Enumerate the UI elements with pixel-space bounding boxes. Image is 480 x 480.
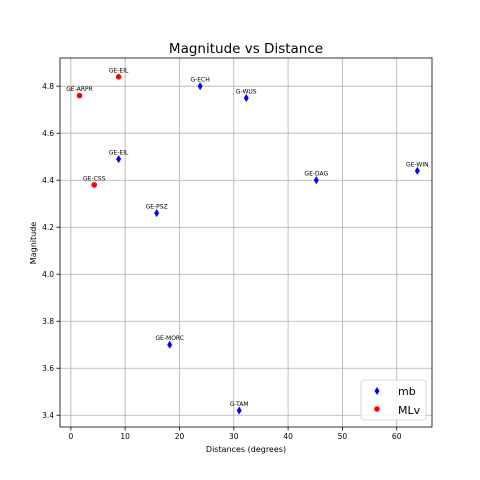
point-label: GE-DAG: [304, 171, 328, 178]
data-point: [313, 176, 319, 185]
y-tick-label: 4.6: [42, 129, 54, 138]
data-point: [414, 166, 420, 175]
data-point: [197, 82, 203, 91]
data-point: [236, 406, 242, 415]
x-tick-label: 60: [392, 432, 402, 441]
y-tick-label: 3.4: [42, 411, 54, 420]
point-label: GE-WIN: [406, 161, 429, 168]
data-point: [115, 74, 122, 80]
data-point: [243, 93, 249, 102]
point-label: GE-ARPR: [66, 86, 93, 93]
point-label: GE-MORC: [155, 335, 184, 342]
point-label: GE-EIL: [109, 150, 129, 157]
x-tick-label: 10: [120, 432, 130, 441]
y-tick-label: 4.4: [42, 176, 54, 185]
y-tick-label: 3.6: [42, 364, 54, 373]
x-axis-label: Distances (degrees): [206, 445, 286, 454]
x-tick-label: 0: [68, 432, 73, 441]
y-tick-label: 4.2: [42, 223, 54, 232]
point-label: G-TAM: [230, 401, 249, 408]
grid: [56, 58, 432, 431]
data-point: [167, 340, 173, 349]
point-label: GE-EIL: [109, 67, 129, 74]
x-tick-label: 50: [338, 432, 348, 441]
legend: mb MLv: [360, 379, 427, 421]
chart-title: Magnitude vs Distance: [169, 41, 323, 57]
point-label: G-WUS: [236, 88, 257, 95]
data-point: [91, 182, 98, 188]
y-tick-label: 4.8: [42, 82, 54, 91]
legend-marker-mlv: [374, 406, 380, 412]
legend-marker-mb: [374, 387, 380, 395]
data-point: [76, 92, 83, 99]
y-tick-label: 3.8: [42, 317, 54, 326]
plot-frame: [59, 57, 433, 428]
x-tick-label: 20: [175, 432, 185, 441]
legend-label-mb: mb: [398, 385, 416, 398]
y-tick-label: 4.0: [42, 270, 54, 279]
point-label: GE-PSZ: [146, 204, 168, 211]
tick-labels: 0 10 20 30 40 50 60 3.4 3.6 3.8 4.0 4.2 4.4 4.6 4.8: [42, 82, 402, 441]
x-tick-label: 40: [283, 432, 293, 441]
point-label: G-ECH: [190, 77, 209, 84]
data-point: [116, 155, 122, 164]
data-points: GE-EIL G-ECH G-WUS GE-WIN GE-DAG GE-PSZ GE-MOR…: [66, 67, 429, 415]
x-tick-label: 30: [229, 432, 239, 441]
legend-label-mlv: MLv: [398, 404, 421, 417]
y-axis-label: Magnitude: [29, 222, 38, 264]
point-label: GE-CSS: [83, 175, 106, 182]
data-point: [154, 209, 160, 218]
